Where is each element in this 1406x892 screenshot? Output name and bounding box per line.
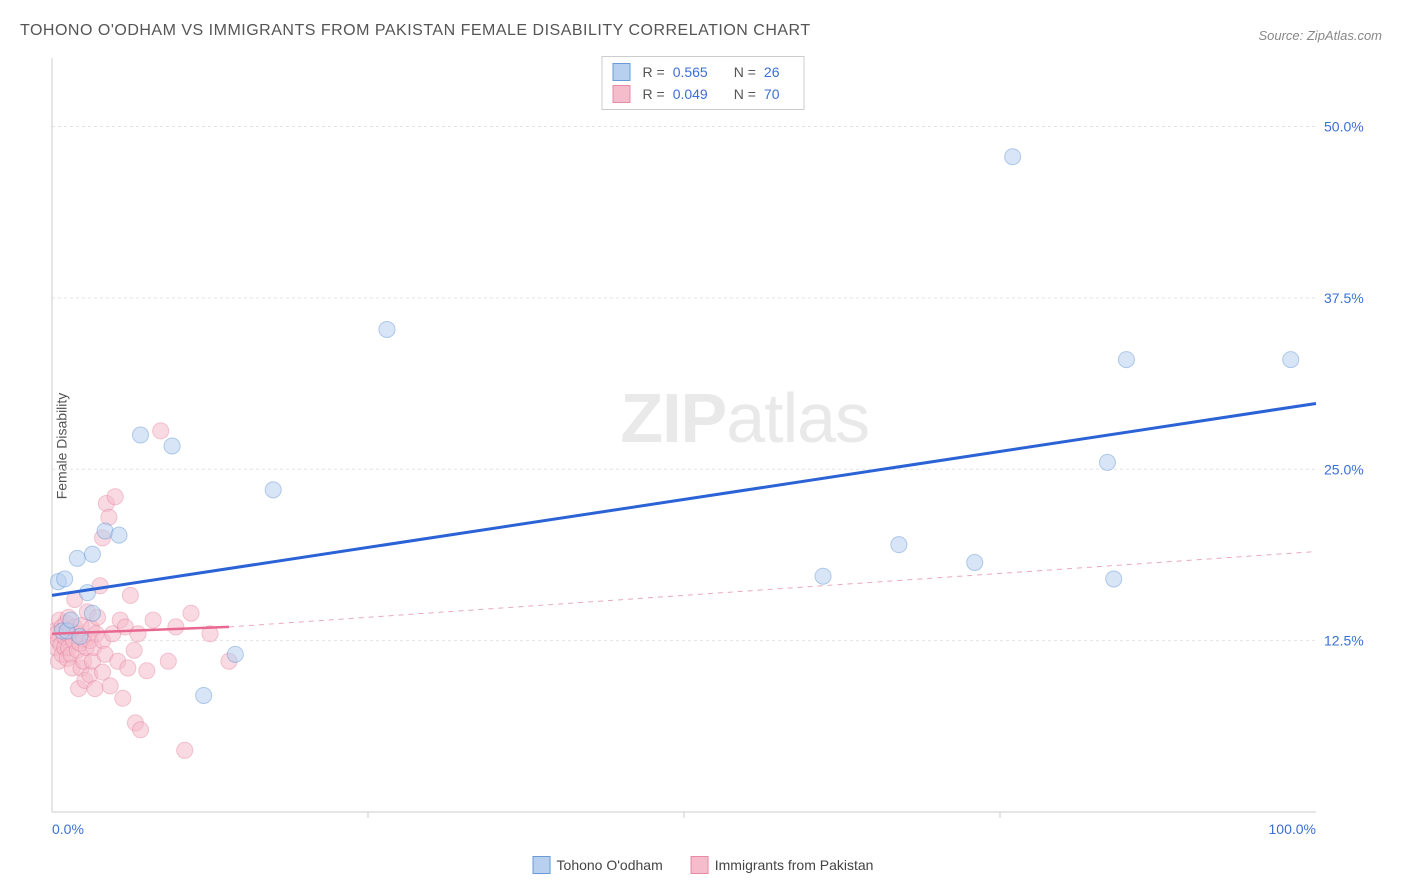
data-point [967,554,983,570]
data-point [1005,149,1021,165]
scatter-plot: 12.5%25.0%37.5%50.0%0.0%100.0% ZIPatlas [50,56,1386,842]
legend-swatch [533,856,551,874]
y-tick-label: 37.5% [1324,290,1364,306]
data-point [72,629,88,645]
legend-swatch [613,63,631,81]
data-point [139,663,155,679]
data-point [132,427,148,443]
x-tick-label: 0.0% [52,821,84,837]
data-point [891,537,907,553]
trendline-pakistan-dashed [229,552,1316,627]
data-point [145,612,161,628]
data-point [126,642,142,658]
data-point [57,571,73,587]
x-tick-label: 100.0% [1269,821,1316,837]
data-point [130,626,146,642]
data-point [132,722,148,738]
legend-n-label: N = [734,86,756,102]
trendline-tohono [52,403,1316,595]
legend-series-label: Tohono O'odham [557,857,663,873]
data-point [1283,352,1299,368]
data-point [1106,571,1122,587]
data-point [265,482,281,498]
data-point [1118,352,1134,368]
legend-stat-row: R = 0.049 N = 70 [613,83,794,105]
data-point [84,605,100,621]
data-point [227,646,243,662]
data-point [815,568,831,584]
legend-stats-box: R = 0.565 N = 26 R = 0.049 N = 70 [602,56,805,110]
data-point [160,653,176,669]
source-attribution: Source: ZipAtlas.com [1258,28,1382,43]
data-point [102,678,118,694]
legend-n-value: 26 [764,64,780,80]
data-point [1099,454,1115,470]
data-point [183,605,199,621]
data-point [115,690,131,706]
y-tick-label: 12.5% [1324,633,1364,649]
legend-swatch [613,85,631,103]
data-point [196,687,212,703]
y-tick-label: 50.0% [1324,119,1364,135]
legend-series-item: Immigrants from Pakistan [691,856,874,874]
data-point [111,527,127,543]
legend-r-value: 0.565 [673,64,708,80]
data-point [69,550,85,566]
data-point [177,742,193,758]
chart-title: TOHONO O'ODHAM VS IMMIGRANTS FROM PAKIST… [20,22,811,40]
legend-series-label: Immigrants from Pakistan [715,857,874,873]
data-point [87,681,103,697]
legend-series-item: Tohono O'odham [533,856,663,874]
data-point [153,423,169,439]
legend-n-value: 70 [764,86,780,102]
data-point [379,321,395,337]
data-point [168,619,184,635]
legend-r-label: R = [643,64,665,80]
data-point [120,660,136,676]
legend-r-value: 0.049 [673,86,708,102]
legend-r-label: R = [643,86,665,102]
legend-series: Tohono O'odham Immigrants from Pakistan [533,856,874,874]
y-tick-label: 25.0% [1324,461,1364,477]
data-point [122,587,138,603]
legend-n-label: N = [734,64,756,80]
data-point [79,585,95,601]
legend-stat-row: R = 0.565 N = 26 [613,61,794,83]
data-point [164,438,180,454]
data-point [84,546,100,562]
data-point [107,489,123,505]
legend-swatch [691,856,709,874]
data-point [63,612,79,628]
